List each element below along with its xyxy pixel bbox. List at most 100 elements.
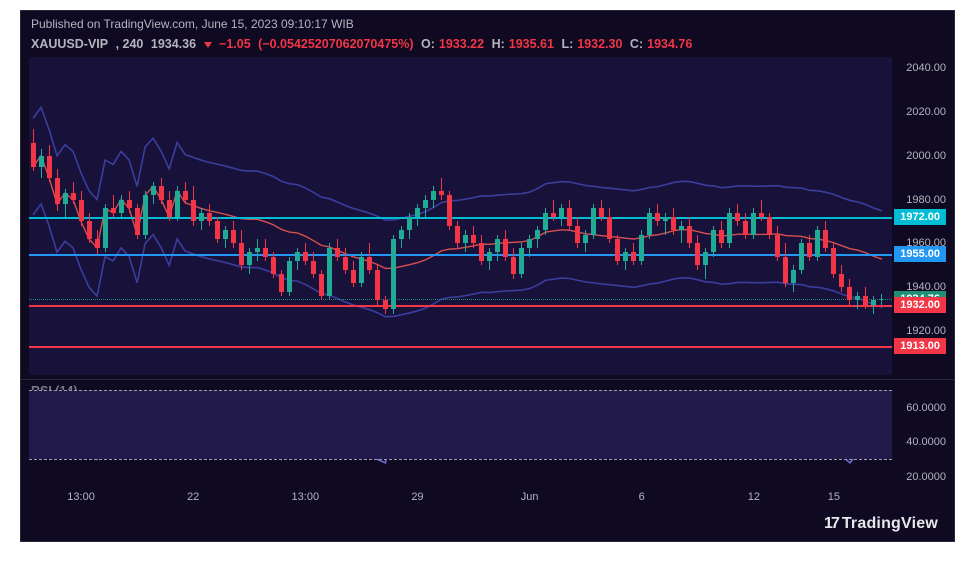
candle-body [167,200,172,218]
candle-wick [761,200,762,222]
ticker-row: XAUUSD-VIP , 240 1934.36 −1.05 (−0.05425… [31,37,696,51]
rsi-ytick: 20.0000 [906,471,946,483]
candle-body [255,248,260,252]
horizontal-level-line[interactable] [29,217,892,219]
horizontal-level-line[interactable] [29,254,892,256]
candle-body [527,239,532,248]
candle-body [415,208,420,217]
candle-body [175,191,180,217]
candle-body [207,213,212,222]
candle-body [599,208,604,217]
rsi-fill [29,390,892,459]
price-level-tag: 1913.00 [894,338,946,354]
candle-body [367,257,372,270]
tradingview-chart[interactable]: Published on TradingView.com, June 15, 2… [20,10,955,542]
publish-site: TradingView.com [104,17,195,31]
rsi-ytick: 60.0000 [906,402,946,414]
candle-body [815,230,820,256]
horizontal-level-line[interactable] [29,305,892,307]
candle-body [303,252,308,261]
candle-body [55,178,60,204]
candle-body [407,217,412,230]
candle-body [447,195,452,226]
candle-body [239,243,244,265]
candle-body [151,186,156,195]
candle-body [679,226,684,230]
candle-body [663,217,668,221]
candle-body [375,270,380,301]
footer: 17TradingView [21,507,954,541]
pane-separator [21,379,954,380]
x-tick: 6 [639,491,645,503]
candle-body [63,193,68,204]
tv-brand-text: TradingView [842,515,938,532]
candle-body [687,226,692,244]
down-arrow-icon [204,42,212,48]
change-abs: −1.05 [219,37,251,51]
symbol: XAUUSD-VIP [31,37,108,51]
candle-body [735,213,740,222]
candle-body [727,213,732,244]
candle-body [319,274,324,296]
candle-body [847,287,852,300]
candle-body [855,296,860,300]
candle-body [775,235,780,257]
candle-body [743,221,748,234]
candle-body [615,239,620,261]
candle-wick [681,221,682,243]
candle-body [871,300,876,304]
candle-body [487,252,492,261]
o-label: O: [421,37,435,51]
candle-wick [553,200,554,222]
publish-time: 09:10:17 [281,17,328,31]
x-tick: 12 [748,491,760,503]
candle-body [695,243,700,265]
candle-body [831,248,836,274]
candle-wick [873,296,874,314]
candle-body [511,257,516,275]
candle-body [631,252,636,261]
candle-body [639,235,644,261]
candle-body [575,226,580,244]
candle-body [543,213,548,231]
candle-body [127,200,132,209]
candle-body [199,213,204,222]
tradingview-logo: 17TradingView [824,515,938,533]
price-ytick: 1980.00 [906,194,946,206]
candle-body [39,156,44,167]
candle-body [535,230,540,239]
candle-wick [665,213,666,235]
horizontal-level-line[interactable] [29,346,892,348]
rsi-ytick: 40.0000 [906,436,946,448]
candle-body [287,261,292,292]
horizontal-level-line[interactable] [29,299,892,300]
candle-body [503,239,508,257]
x-tick: 13:00 [292,491,320,503]
interval: , 240 [116,37,144,51]
candle-body [751,213,756,235]
candle-body [271,257,276,275]
candle-wick [857,292,858,310]
rsi-level-line [29,390,892,391]
x-tick: 13:00 [67,491,95,503]
candle-body [719,230,724,243]
publish-date: June 15, 2023 [202,17,278,31]
candle-body [87,221,92,239]
candle-body [135,208,140,234]
candle-body [807,243,812,256]
candle-body [791,270,796,283]
candle-body [783,257,788,283]
candle-body [383,300,388,309]
candle-body [191,200,196,222]
candle-body [759,213,764,217]
candle-body [767,217,772,235]
candle-body [519,248,524,274]
candle-body [143,195,148,234]
price-ytick: 1920.00 [906,325,946,337]
candle-body [31,143,36,167]
candle-body [311,261,316,274]
candle-wick [441,178,442,200]
candle-body [119,200,124,213]
candle-body [799,243,804,269]
x-tick: 15 [828,491,840,503]
